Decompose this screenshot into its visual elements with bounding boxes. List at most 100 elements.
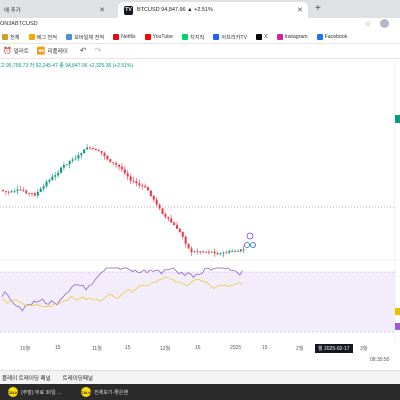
bookmark-6[interactable]: 아프리카TV bbox=[213, 34, 247, 41]
time-axis: 10월 15 11월 15 12월 16 2025 15 2월 3월 월 2025-02-17 bbox=[0, 343, 400, 355]
close-tab-icon[interactable]: ✕ bbox=[99, 7, 105, 14]
bookmark-5[interactable]: 치지직 bbox=[181, 34, 204, 41]
redo-icon[interactable]: ↷ bbox=[94, 46, 102, 55]
candle bbox=[199, 251, 202, 253]
candle bbox=[80, 153, 83, 156]
netflix-icon bbox=[113, 34, 120, 40]
candle bbox=[10, 191, 13, 193]
taskbar-item[interactable]: 전체보기-좋은밴 bbox=[94, 389, 129, 396]
candle bbox=[170, 218, 173, 223]
close-tab-icon[interactable]: ✕ bbox=[297, 7, 303, 14]
last-price-tag bbox=[395, 115, 400, 123]
time-axis-tick: 15 bbox=[262, 345, 268, 351]
candle bbox=[115, 163, 118, 165]
profile-avatar[interactable] bbox=[380, 19, 389, 28]
alert-clock-icon[interactable]: ⏰ bbox=[3, 47, 12, 55]
candle bbox=[77, 155, 80, 159]
bookmark-9[interactable]: Facebook bbox=[316, 34, 348, 40]
bookmark-label: YouTube bbox=[152, 34, 173, 40]
candle bbox=[120, 166, 123, 170]
candle bbox=[123, 169, 126, 174]
browser-tab[interactable]: 에 추가 ✕ bbox=[0, 2, 110, 18]
bookmark-2[interactable]: 모바일체 전적 bbox=[66, 34, 104, 41]
bookmark-label: Facebook bbox=[324, 34, 348, 40]
candle bbox=[13, 190, 16, 192]
candle bbox=[60, 167, 62, 173]
ohlc-values: 고 95,799.73 저 92,245.47 종 94,847.96 +2,3… bbox=[0, 63, 134, 69]
bookmark-0[interactable]: 전체 bbox=[2, 34, 20, 41]
candle bbox=[54, 175, 57, 177]
bookmark-7[interactable]: X bbox=[256, 34, 268, 40]
taskbar: TALK (주말) 무료 30일 ... TALK 전체보기-좋은밴 bbox=[0, 384, 400, 400]
clock-readout: 08:35:50 bbox=[370, 357, 390, 363]
bookmark-label: X bbox=[264, 34, 268, 40]
time-axis-tick: 15 bbox=[125, 345, 131, 351]
event-marker-icon bbox=[250, 242, 256, 248]
candle bbox=[91, 147, 94, 149]
candle bbox=[36, 191, 39, 196]
candle bbox=[219, 253, 222, 255]
bookmark-label: 배그 전적 bbox=[36, 34, 58, 41]
candle bbox=[132, 180, 135, 182]
trading-panel-tab[interactable]: 트레이딩패널 bbox=[62, 376, 93, 382]
instagram-icon bbox=[276, 34, 283, 40]
candle bbox=[83, 149, 86, 154]
candle bbox=[161, 208, 164, 214]
price-chart[interactable] bbox=[0, 60, 400, 343]
replay-icon[interactable]: ⏪ bbox=[36, 47, 46, 55]
candle bbox=[89, 147, 91, 149]
kakaotalk-icon[interactable]: TALK bbox=[8, 387, 18, 397]
candle bbox=[33, 193, 36, 196]
candle bbox=[48, 180, 51, 182]
new-tab-button[interactable]: + bbox=[315, 3, 321, 14]
replay-button[interactable]: 리플레이 bbox=[47, 48, 68, 55]
candle bbox=[207, 251, 210, 253]
tradingview-favicon-icon: TV bbox=[124, 5, 133, 15]
candle bbox=[176, 225, 178, 229]
taskbar-item[interactable]: (주말) 무료 30일 ... bbox=[21, 389, 62, 396]
afreeca-icon bbox=[213, 34, 220, 40]
kakaotalk-icon[interactable]: TALK bbox=[81, 387, 91, 397]
candle bbox=[57, 172, 60, 176]
alert-button[interactable]: 얼러트 bbox=[13, 48, 29, 55]
replay-trading-panel-tab[interactable]: 플레이 트레이딩 패널 bbox=[2, 376, 51, 382]
candle bbox=[100, 151, 103, 153]
candle bbox=[138, 183, 141, 186]
browser-tab-active[interactable]: TV BTCUSD 94,847.96 ▲ +2.51% ✕ bbox=[118, 2, 308, 18]
candle bbox=[74, 158, 77, 160]
time-axis-tick: 2월 bbox=[296, 346, 304, 352]
bookmark-4[interactable]: YouTube bbox=[144, 34, 173, 40]
candle bbox=[144, 186, 147, 188]
bookmarks-bar: 전체 배그 전적 모바일체 전적 Netflix YouTube 치지직 아프리카TV X In… bbox=[0, 31, 400, 44]
candle bbox=[106, 156, 109, 160]
url-text: ON3ABTCUSD bbox=[0, 21, 38, 27]
bookmark-1[interactable]: 배그 전적 bbox=[28, 34, 58, 41]
address-bar[interactable]: ON3ABTCUSD ☆ bbox=[0, 18, 400, 31]
candle bbox=[65, 164, 68, 166]
candle bbox=[158, 204, 161, 209]
candle bbox=[141, 185, 144, 187]
chzzk-icon bbox=[181, 34, 188, 40]
candle bbox=[164, 213, 167, 217]
rsi-line bbox=[1, 267, 243, 312]
time-axis-tick: 11월 bbox=[92, 346, 102, 352]
undo-icon[interactable]: ↶ bbox=[79, 46, 87, 55]
candle bbox=[236, 251, 239, 253]
rsi-ma-line bbox=[1, 276, 243, 308]
rsi-tag-2 bbox=[395, 323, 400, 330]
bookmark-3[interactable]: Netflix bbox=[113, 34, 136, 40]
trading-panel-bar: 플레이 트레이딩 패널 트레이딩패널 bbox=[0, 370, 400, 385]
candle bbox=[167, 216, 170, 219]
event-marker-icon bbox=[244, 242, 250, 248]
candle bbox=[51, 176, 54, 181]
bookmark-8[interactable]: Instagram bbox=[276, 34, 308, 40]
candle bbox=[184, 236, 187, 244]
candle bbox=[202, 251, 205, 253]
candle bbox=[173, 222, 176, 226]
candle bbox=[94, 148, 97, 151]
candle bbox=[19, 189, 22, 191]
candle bbox=[225, 252, 228, 254]
candle bbox=[39, 188, 42, 192]
star-icon[interactable]: ☆ bbox=[365, 21, 372, 28]
folder bbox=[2, 34, 8, 40]
